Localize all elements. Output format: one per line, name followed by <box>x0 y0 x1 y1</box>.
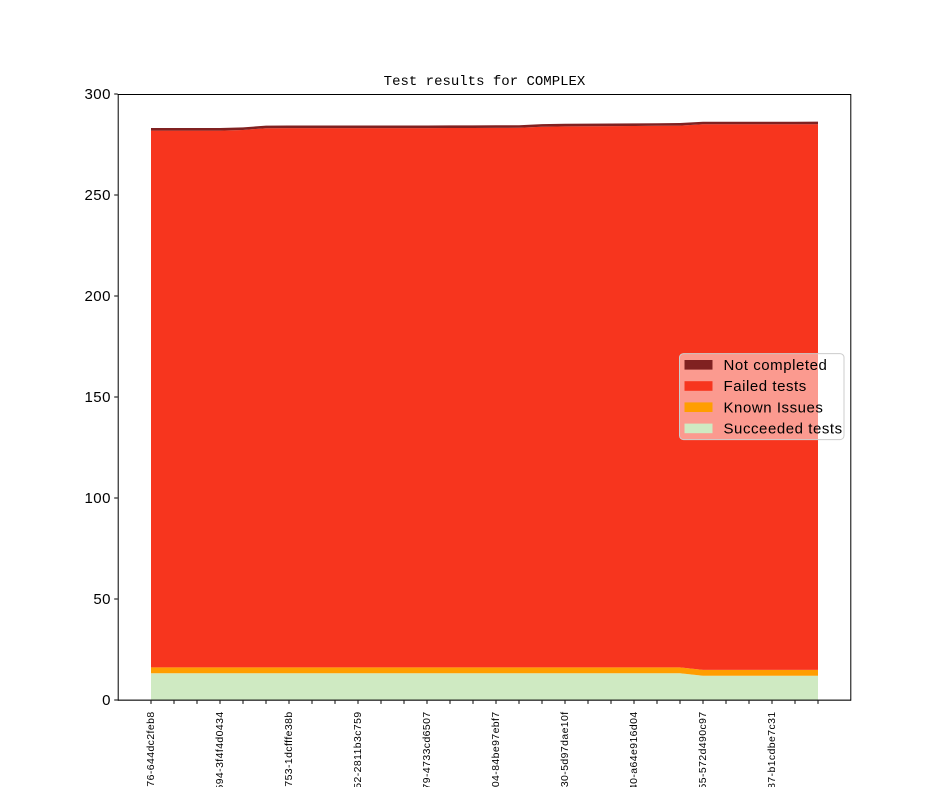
svg-text:50: 50 <box>93 591 111 608</box>
svg-text:479-4733cd6507: 479-4733cd6507 <box>422 711 433 787</box>
svg-text:Failed tests: Failed tests <box>724 378 807 395</box>
svg-text:476-644dc2feb8: 476-644dc2feb8 <box>146 711 157 787</box>
svg-text:200: 200 <box>84 288 111 305</box>
svg-text:487-b1cdbe7c31: 487-b1cdbe7c31 <box>767 711 778 787</box>
svg-text:150: 150 <box>84 389 111 406</box>
svg-text:Not completed: Not completed <box>724 357 828 374</box>
svg-text:0: 0 <box>102 692 111 709</box>
svg-text:250: 250 <box>84 187 111 204</box>
svg-text:455-572d490c97: 455-572d490c97 <box>698 711 709 787</box>
svg-text:Known Issues: Known Issues <box>724 399 824 416</box>
svg-text:300: 300 <box>84 86 111 103</box>
svg-text:4753-1dcfffe38b: 4753-1dcfffe38b <box>284 711 295 787</box>
svg-text:452-2811b3c759: 452-2811b3c759 <box>353 711 364 787</box>
svg-text:404-84be97ebf7: 404-84be97ebf7 <box>491 711 502 787</box>
svg-text:Succeeded tests: Succeeded tests <box>724 421 843 438</box>
svg-text:440-a64e916d04: 440-a64e916d04 <box>629 711 640 787</box>
svg-text:100: 100 <box>84 490 111 507</box>
svg-text:430-5d97dae10f: 430-5d97dae10f <box>560 711 571 787</box>
svg-text:4594-3f4f4d0434: 4594-3f4f4d0434 <box>215 711 226 787</box>
svg-text:Test results for COMPLEX: Test results for COMPLEX <box>384 74 586 90</box>
